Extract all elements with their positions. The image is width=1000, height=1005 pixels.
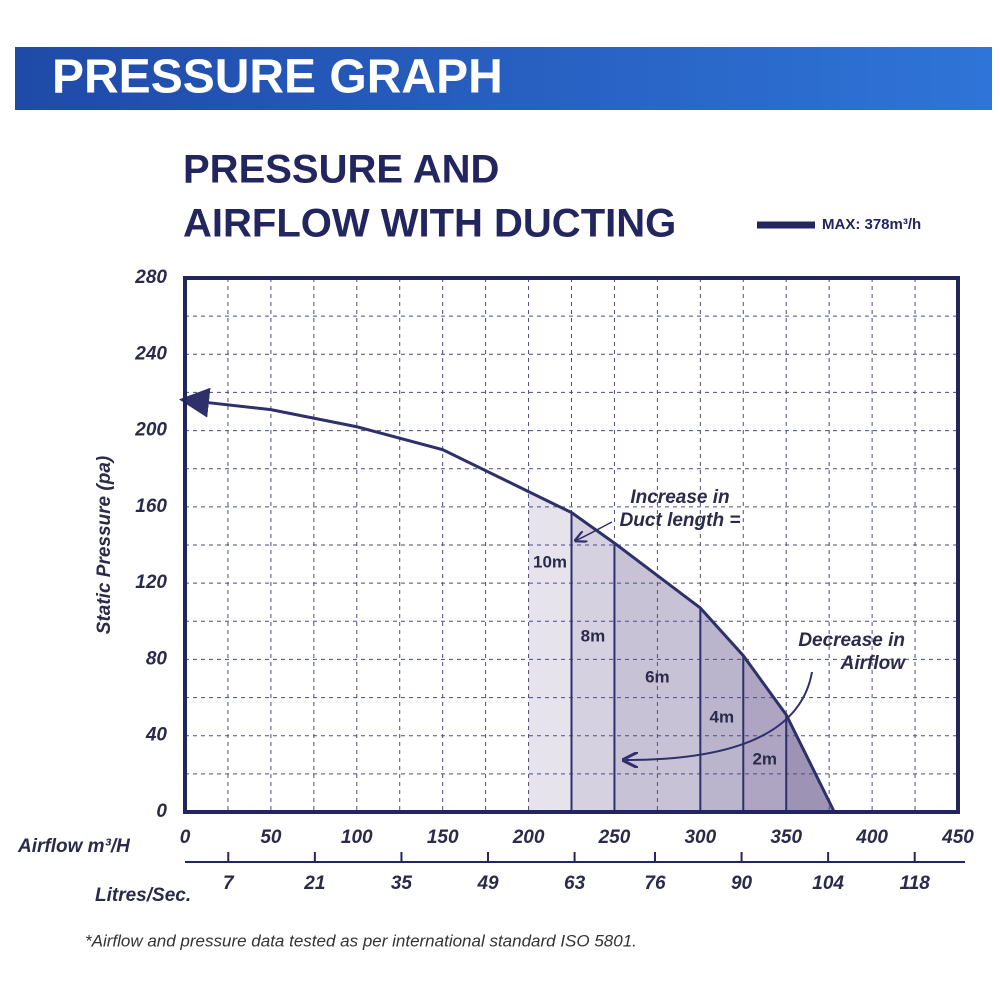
y-tick-label: 200 xyxy=(134,420,167,441)
title: PRESSURE AND xyxy=(183,148,499,192)
band-label: 4m xyxy=(710,707,735,726)
x2-tick-label: 35 xyxy=(391,873,413,894)
footnote: *Airflow and pressure data tested as per… xyxy=(85,931,637,950)
annotation: Decrease in xyxy=(798,630,905,651)
x2-tick-label: 21 xyxy=(303,873,325,894)
x2-axis-label: Litres/Sec. xyxy=(95,885,191,906)
band-label: 2m xyxy=(752,749,777,768)
x2-tick-label: 90 xyxy=(731,873,753,894)
x2-tick-label: 49 xyxy=(476,873,499,894)
annotation-arrow xyxy=(577,521,613,540)
header: PRESSURE GRAPH xyxy=(52,51,503,104)
legend-label: MAX: 378m³/h xyxy=(822,216,921,233)
x-tick-label: 350 xyxy=(770,827,802,848)
x-tick-label: 200 xyxy=(512,827,545,848)
y-tick-label: 280 xyxy=(134,267,167,288)
y-tick-label: 80 xyxy=(146,648,168,669)
annotation: Duct length = xyxy=(620,510,741,531)
x2-tick-label: 63 xyxy=(564,873,586,894)
duct-band xyxy=(571,512,615,812)
annotation: Increase in xyxy=(630,487,729,508)
line-series xyxy=(179,387,836,813)
x-tick-label: 450 xyxy=(941,827,974,848)
annotation-arrow xyxy=(626,671,813,760)
duct-band xyxy=(528,491,572,812)
band-label: 10m xyxy=(533,552,567,571)
y-axis-label: Static Pressure (pa) xyxy=(94,456,115,634)
plot-border xyxy=(183,276,960,814)
x2-tick-label: 7 xyxy=(223,873,235,894)
x2-tick-label: 118 xyxy=(900,873,931,894)
duct-band xyxy=(614,543,701,812)
x-tick-label: 0 xyxy=(180,827,191,848)
x-tick-label: 400 xyxy=(855,827,888,848)
x-tick-label: 250 xyxy=(598,827,631,848)
y-tick-label: 160 xyxy=(135,496,167,517)
header-banner xyxy=(15,47,992,110)
y-tick-label: 40 xyxy=(145,725,168,746)
annotation: Airflow xyxy=(840,653,907,674)
y-tick-label: 0 xyxy=(156,801,167,822)
x-tick-label: 50 xyxy=(260,827,282,848)
title: AIRFLOW WITH DUCTING xyxy=(183,202,676,246)
x-tick-label: 300 xyxy=(684,827,716,848)
y-tick-label: 120 xyxy=(135,572,167,593)
x2-tick-label: 76 xyxy=(644,873,666,894)
x-axis-label: Airflow m³/H xyxy=(17,836,131,857)
band-label: 8m xyxy=(581,626,606,645)
band-label: 6m xyxy=(645,667,670,686)
x-tick-label: 100 xyxy=(341,827,373,848)
y-tick-label: 240 xyxy=(134,343,167,364)
x2-tick-label: 104 xyxy=(812,873,844,894)
x-tick-label: 150 xyxy=(427,827,459,848)
